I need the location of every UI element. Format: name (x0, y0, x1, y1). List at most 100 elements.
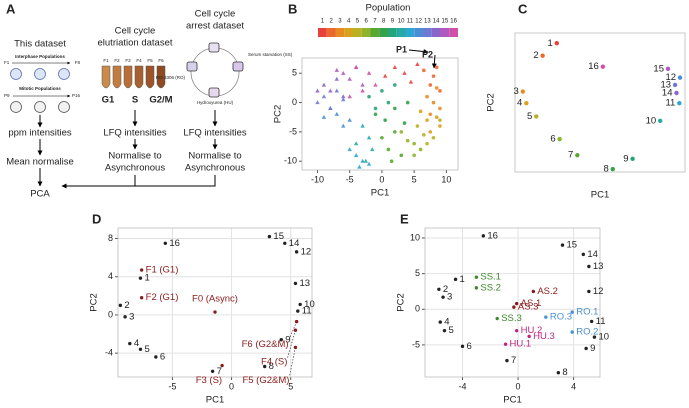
point-label: 16 (169, 238, 180, 249)
point-label: 10 (646, 115, 657, 126)
y-tick-label: -5 (289, 126, 297, 136)
point (402, 70, 407, 75)
point (437, 287, 441, 292)
point (220, 363, 224, 368)
point (554, 41, 559, 46)
point (366, 161, 372, 166)
x-tick-label: 0 (229, 381, 234, 391)
point-label: 4 (134, 338, 139, 349)
panel-label: D (92, 211, 101, 226)
arrow (62, 175, 216, 186)
point (380, 89, 384, 93)
point (495, 316, 499, 321)
point-label: 16 (487, 230, 498, 241)
legend-swatch (449, 28, 458, 37)
point-label: 6 (160, 351, 165, 362)
point-label: 9 (623, 153, 628, 164)
point-label: 15 (273, 231, 284, 242)
legend-label: 6 (364, 19, 368, 25)
point (262, 364, 267, 369)
range-label: F8 (75, 60, 81, 65)
point (412, 153, 416, 158)
point (293, 281, 298, 286)
point (431, 100, 436, 105)
legend-swatch (423, 28, 432, 37)
legend-swatch (353, 28, 362, 37)
legend-swatch (326, 28, 336, 37)
point (422, 133, 426, 137)
point (347, 76, 352, 81)
point (353, 141, 359, 146)
point (544, 315, 548, 319)
point-label: 11 (302, 306, 312, 317)
point (514, 328, 519, 333)
point (213, 310, 217, 314)
point-label: RO.1 (576, 307, 598, 318)
x-axis-label: PC1 (503, 395, 521, 406)
point (503, 342, 508, 346)
point (341, 70, 346, 75)
fraction-label: F4 (136, 58, 142, 63)
point (674, 90, 679, 96)
point (600, 64, 606, 69)
legend-swatch (405, 28, 415, 37)
x-axis-label: PC1 (591, 190, 609, 201)
point (154, 355, 158, 359)
point (321, 114, 327, 119)
point-label: 7 (217, 366, 222, 377)
point-label: RO.2 (576, 327, 598, 338)
panel-label: B (288, 1, 297, 16)
point-label: F0 (Async) (192, 294, 238, 305)
point (425, 118, 429, 122)
point (386, 100, 391, 105)
point-label: SS.2 (480, 282, 501, 293)
point (360, 123, 365, 128)
point (138, 276, 143, 280)
point (347, 147, 352, 152)
point (531, 289, 536, 294)
point-label: 1 (460, 274, 465, 285)
panel-label: C (518, 1, 528, 16)
point (373, 82, 378, 87)
point-label: SS.3 (501, 313, 522, 324)
column-title: This dataset (14, 39, 66, 50)
legend-title: Population (366, 3, 411, 14)
point (630, 156, 635, 162)
cell-icons (10, 101, 70, 113)
point (610, 166, 615, 172)
point (279, 338, 283, 342)
point (438, 124, 442, 128)
legend-swatch (414, 28, 423, 37)
point (505, 358, 509, 363)
point (399, 130, 404, 134)
point (428, 112, 433, 117)
x-tick-label: -4 (458, 381, 466, 391)
point-label: F4 (S) (261, 357, 287, 368)
point-label: 13 (299, 278, 310, 289)
point-label: HU.1 (510, 339, 532, 350)
result: PCA (30, 189, 50, 200)
point-label: 3 (447, 292, 452, 303)
point-label: 5 (527, 111, 532, 122)
point (441, 295, 445, 299)
plot-frame (424, 227, 601, 378)
point (570, 310, 574, 314)
legend-label: 4 (347, 19, 351, 25)
legend-label: 8 (382, 19, 386, 25)
point-label: 14 (289, 238, 300, 249)
point (434, 65, 439, 70)
point (334, 111, 340, 116)
y-axis-label: PC2 (396, 293, 407, 311)
legend-label: 1 (321, 19, 325, 25)
point-label: 15 (653, 63, 664, 74)
x-axis-label: PC1 (206, 395, 224, 406)
point-label: SS.1 (480, 272, 501, 283)
point (556, 371, 561, 375)
point-label: HU.3 (533, 331, 555, 342)
leader-line (288, 321, 297, 341)
point-label: 1 (144, 273, 149, 284)
column-title: arrest dataset (186, 21, 244, 32)
point (442, 328, 447, 333)
point-label: 5 (448, 325, 453, 336)
point (341, 94, 346, 99)
